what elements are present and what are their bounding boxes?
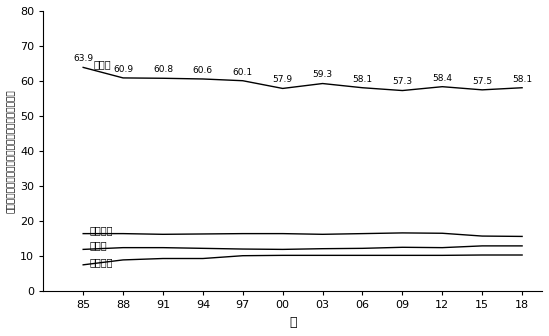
Text: 58.4: 58.4	[432, 74, 452, 83]
Text: 貧困層: 貧困層	[90, 240, 108, 250]
Text: 60.1: 60.1	[233, 68, 253, 77]
Y-axis label: 貧困層、低所得層、中間層、高所得層の割合（％）: 貧困層、低所得層、中間層、高所得層の割合（％）	[7, 89, 16, 213]
Text: 高所得層: 高所得層	[90, 257, 113, 267]
Text: 中間層: 中間層	[94, 59, 111, 69]
Text: 57.9: 57.9	[273, 75, 293, 84]
Text: 60.8: 60.8	[153, 65, 173, 74]
Text: 58.1: 58.1	[512, 75, 532, 84]
X-axis label: 年: 年	[289, 316, 296, 329]
Text: 58.1: 58.1	[352, 75, 373, 84]
Text: 低所得層: 低所得層	[90, 225, 113, 235]
Text: 60.6: 60.6	[193, 66, 213, 75]
Text: 60.9: 60.9	[113, 65, 133, 74]
Text: 57.3: 57.3	[393, 77, 412, 86]
Text: 63.9: 63.9	[73, 54, 93, 63]
Text: 59.3: 59.3	[312, 70, 333, 79]
Text: 57.5: 57.5	[472, 77, 492, 86]
